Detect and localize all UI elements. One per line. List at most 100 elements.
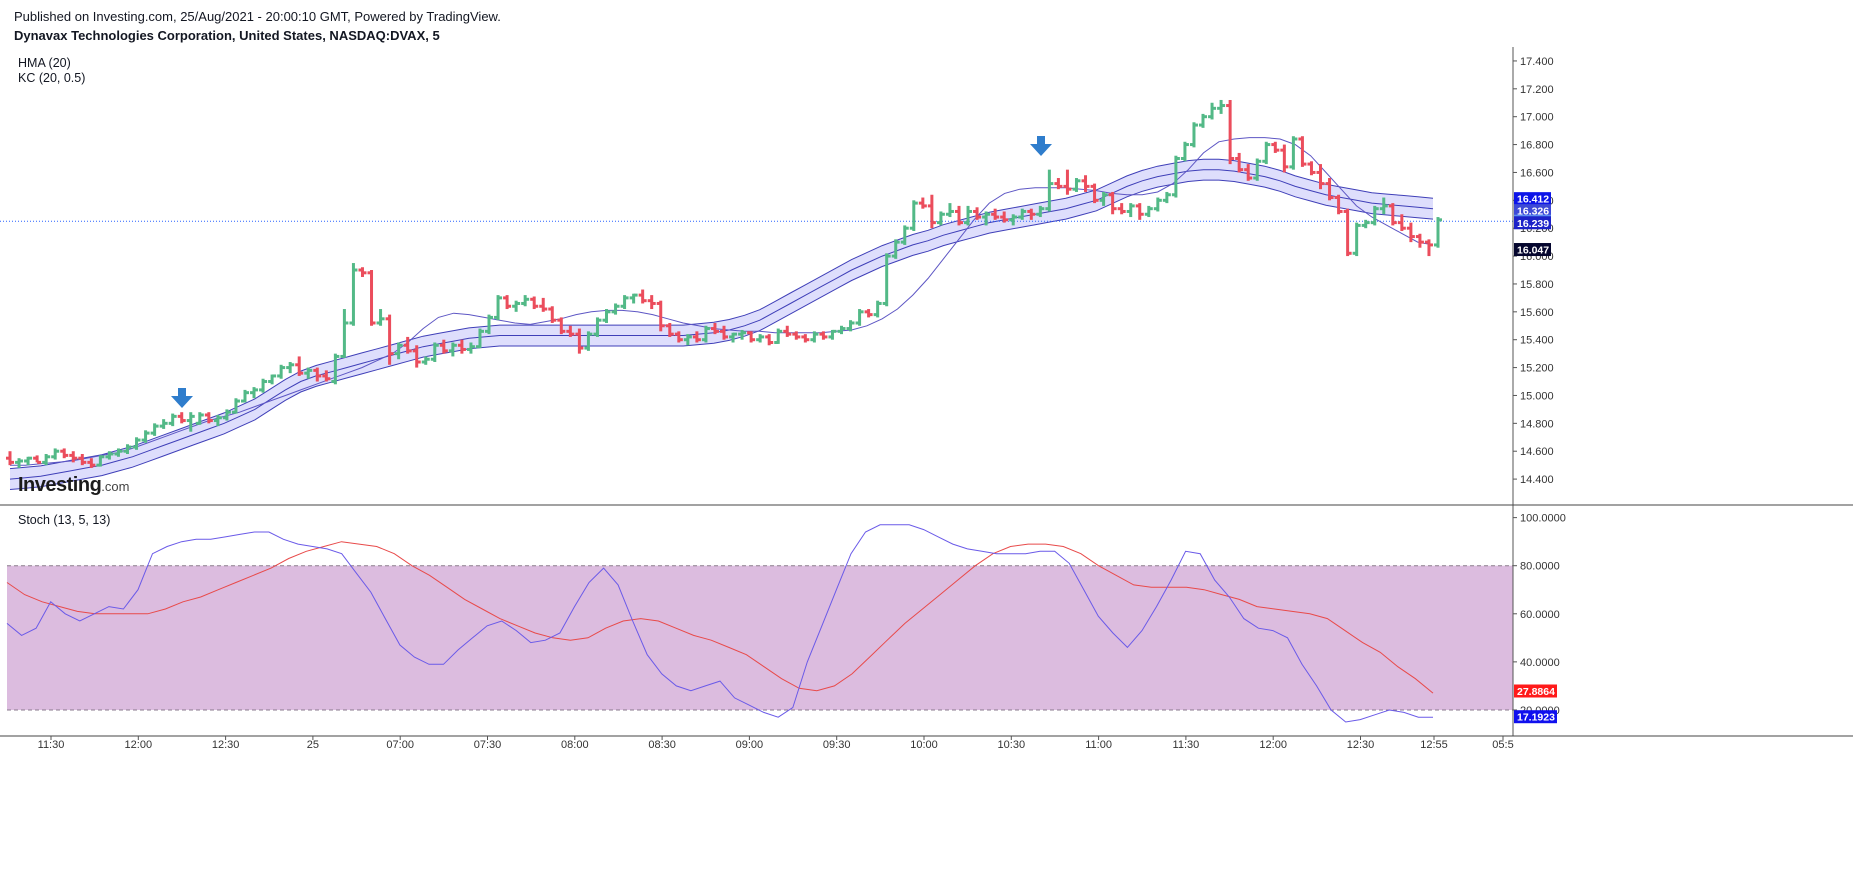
candle	[701, 325, 710, 343]
candle	[756, 334, 765, 343]
candle	[1081, 175, 1090, 192]
time-tick-label: 07:00	[386, 739, 414, 751]
down-arrow-icon	[171, 388, 193, 408]
time-tick-label: 10:30	[998, 739, 1026, 751]
candle	[1144, 205, 1153, 218]
candle	[15, 458, 24, 468]
price-panel[interactable]	[0, 99, 1513, 490]
candle	[530, 296, 539, 310]
candle	[1334, 194, 1343, 215]
candle	[991, 208, 1000, 220]
candle	[656, 300, 665, 332]
time-tick-label: 25	[307, 739, 319, 751]
candle	[765, 334, 774, 346]
candle	[864, 309, 873, 318]
candle	[665, 322, 674, 337]
time-tick-label: 08:00	[561, 739, 589, 751]
candle	[1406, 222, 1415, 243]
candle	[1162, 191, 1171, 204]
keltner-lower	[9, 179, 1434, 490]
price-badge	[1514, 216, 1551, 230]
candle	[1090, 183, 1099, 204]
candle	[132, 437, 141, 450]
candle	[1415, 233, 1424, 248]
candle	[268, 374, 277, 385]
candle	[42, 454, 51, 466]
candle	[1009, 214, 1018, 226]
time-tick-label: 12:55	[1420, 739, 1448, 751]
logo-brand: Investing	[18, 474, 102, 496]
candle	[611, 303, 620, 315]
candle	[286, 362, 295, 374]
candle	[1379, 197, 1388, 215]
candle	[6, 451, 14, 466]
price-tick-label: 17.200	[1520, 84, 1554, 96]
candle	[647, 295, 656, 310]
price-tick-label: 15.000	[1520, 390, 1554, 402]
candle	[720, 325, 728, 340]
candle	[620, 295, 629, 310]
candle	[1126, 203, 1135, 218]
stoch-legend[interactable]: Stoch (13, 5, 13)	[18, 513, 111, 527]
candle	[1018, 208, 1027, 220]
candle	[1226, 99, 1235, 165]
candle	[412, 345, 421, 368]
symbol-title: Dynavax Technologies Corporation, United…	[14, 28, 440, 43]
candle	[837, 325, 846, 335]
stoch-zone	[7, 565, 1513, 710]
stoch-badge-label: 27.8864	[1517, 686, 1555, 698]
candle	[1280, 144, 1289, 173]
stochastic-panel[interactable]	[6, 524, 1513, 723]
candle	[1434, 217, 1442, 248]
candle	[1199, 113, 1208, 128]
candle	[936, 211, 945, 226]
price-tick-label: 15.400	[1520, 335, 1554, 347]
time-tick-label: 09:00	[736, 739, 764, 751]
candle	[1045, 169, 1054, 212]
candle	[1397, 214, 1406, 231]
candle	[584, 331, 593, 351]
price-tick-label: 16.800	[1520, 140, 1554, 152]
hma-legend[interactable]: HMA (20)	[18, 56, 71, 70]
candle	[927, 194, 936, 229]
candle	[801, 334, 810, 343]
candle	[466, 342, 475, 354]
stoch-tick-label: 60.0000	[1520, 609, 1560, 621]
logo-suffix: .com	[101, 479, 130, 494]
candle	[1298, 136, 1307, 167]
candle	[1343, 208, 1352, 257]
kc-legend[interactable]: KC (20, 0.5)	[18, 71, 86, 85]
candle	[313, 367, 322, 382]
candle	[692, 331, 701, 343]
stoch-badge	[1514, 684, 1557, 698]
candle	[96, 455, 105, 467]
candle	[973, 207, 982, 220]
candle	[1036, 205, 1045, 218]
candle	[1117, 203, 1126, 215]
candle	[729, 332, 738, 343]
candle	[295, 356, 304, 376]
candle	[231, 398, 240, 414]
candle	[738, 329, 747, 340]
candle	[503, 295, 512, 310]
published-caption: Published on Investing.com, 25/Aug/2021 …	[14, 9, 501, 24]
stoch-k-line	[6, 524, 1433, 723]
stoch-tick-label: 100.0000	[1520, 513, 1566, 525]
candle	[1244, 164, 1253, 181]
candle	[358, 267, 367, 277]
price-tick-label: 16.600	[1520, 167, 1554, 179]
candle	[385, 314, 394, 365]
time-tick-label: 10:00	[910, 739, 938, 751]
candle	[783, 325, 792, 337]
price-tick-label: 15.200	[1520, 363, 1554, 375]
candle	[683, 334, 692, 346]
candle	[51, 448, 60, 460]
candle	[1325, 178, 1334, 201]
candle	[87, 458, 96, 468]
candle	[1171, 155, 1180, 198]
candle	[340, 309, 349, 358]
axes: 17.40017.20017.00016.80016.60016.40016.2…	[0, 47, 1853, 751]
candle	[494, 295, 503, 321]
time-tick-label: 11:00	[1085, 739, 1112, 751]
